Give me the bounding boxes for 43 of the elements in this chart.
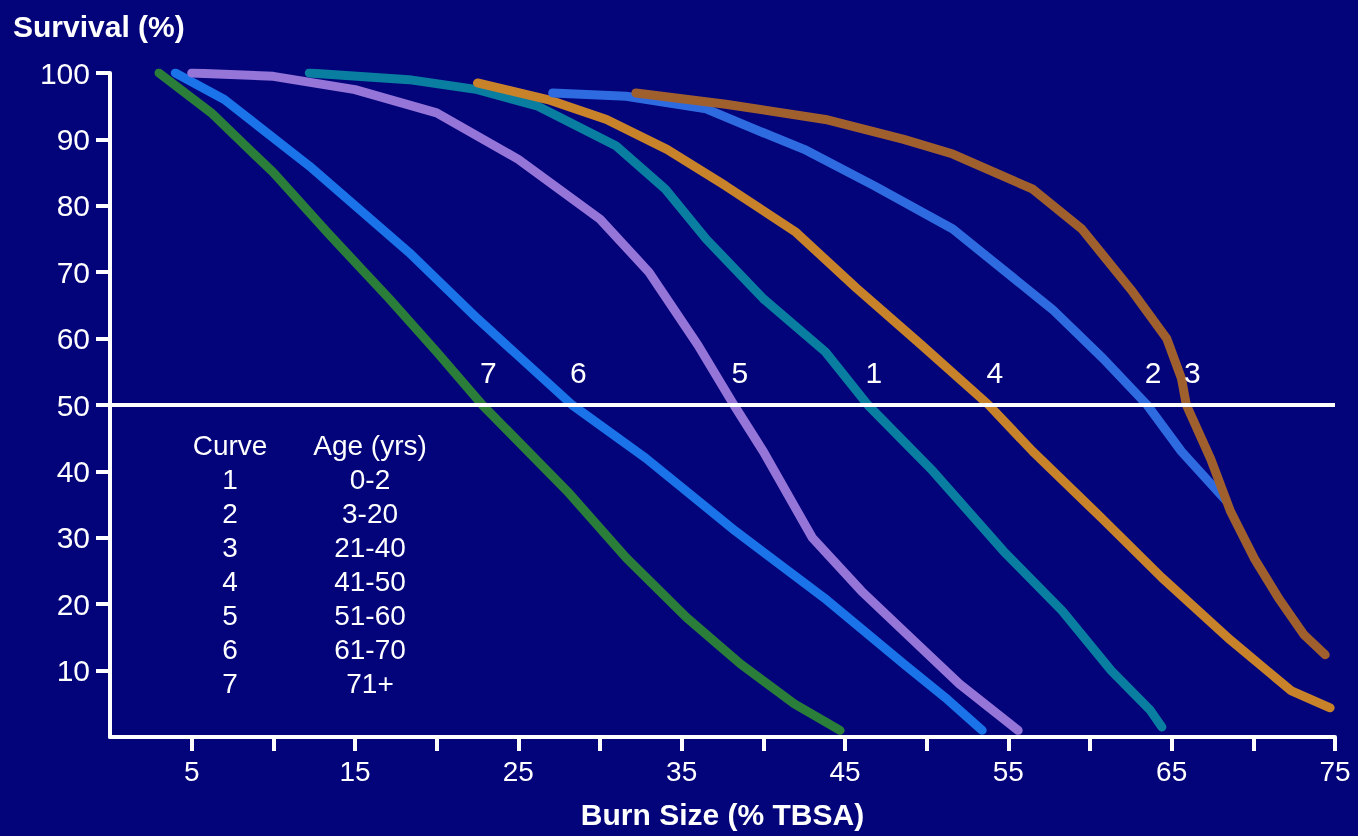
- x-tick-label: 75: [1319, 755, 1351, 787]
- annotation: 4: [222, 565, 238, 597]
- annotation: 0-2: [349, 463, 391, 495]
- annotation: Curve: [192, 429, 268, 461]
- x-tick-label: 55: [992, 755, 1024, 787]
- y-tick-label: 70: [56, 255, 90, 289]
- y-tick-label: 80: [56, 189, 90, 223]
- annotation: 61-70: [334, 633, 406, 665]
- annotation: Age (yrs): [313, 429, 427, 461]
- annotation: 7: [222, 667, 238, 699]
- annotation: 51-60: [334, 599, 406, 631]
- y-tick-label: 30: [56, 521, 90, 555]
- x-tick-label: 5: [183, 755, 200, 787]
- x-axis-title: Burn Size (% TBSA): [580, 797, 865, 831]
- annotation: 41-50: [334, 565, 406, 597]
- x-tick-label: 25: [502, 755, 534, 787]
- y-tick-label: 10: [56, 654, 90, 688]
- x-tick-label: 35: [666, 755, 698, 787]
- y-tick-label: 50: [56, 388, 90, 422]
- series-label: 6: [569, 355, 587, 389]
- x-tick-label: 45: [829, 755, 861, 787]
- chart-title: Survival (%): [13, 9, 185, 43]
- series-label: 2: [1144, 355, 1162, 389]
- series-label: 1: [865, 355, 883, 389]
- annotation: 21-40: [334, 531, 406, 563]
- annotation: 6: [222, 633, 238, 665]
- annotation: 71+: [346, 667, 394, 699]
- series-label: 5: [731, 355, 749, 389]
- annotation: 5: [222, 599, 238, 631]
- annotation: 1: [222, 463, 238, 495]
- y-tick-label: 90: [56, 122, 90, 156]
- x-tick-label: 65: [1156, 755, 1188, 787]
- y-tick-label: 40: [56, 454, 90, 488]
- series-label: 7: [480, 355, 497, 389]
- series-label: 3: [1184, 355, 1201, 389]
- annotation: 3-20: [341, 497, 399, 529]
- annotation: 3: [222, 531, 238, 563]
- annotation: 2: [222, 497, 238, 529]
- y-tick-label: 100: [39, 56, 90, 90]
- x-tick-label: 15: [339, 755, 371, 787]
- y-tick-label: 60: [56, 322, 90, 356]
- y-tick-label: 20: [56, 587, 90, 621]
- series-label: 4: [986, 355, 1004, 389]
